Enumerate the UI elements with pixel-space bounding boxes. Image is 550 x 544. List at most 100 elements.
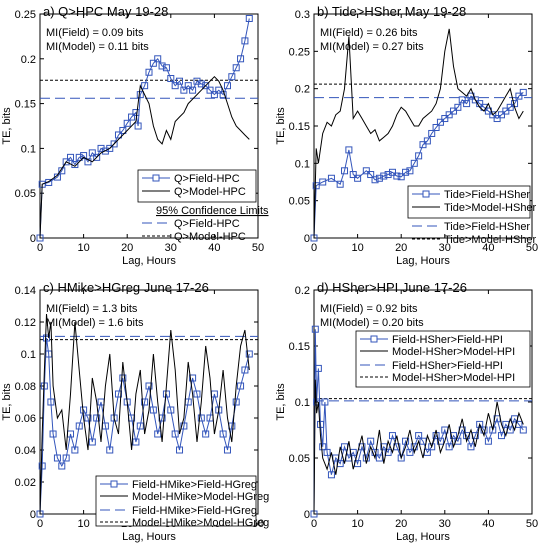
field-data-point <box>134 122 142 130</box>
y-tick-label: 0 <box>30 509 36 521</box>
legend-swatch-marker <box>422 190 430 198</box>
model-series-line <box>39 313 250 515</box>
legend-swatch-marker <box>152 174 160 182</box>
legend-label: Model-HMike>Model-HGreg <box>132 491 269 503</box>
field-data-point <box>445 443 453 451</box>
field-data-point <box>497 432 505 440</box>
legend-label: Q>Field-HPC <box>174 173 240 185</box>
x-tick-label: 40 <box>208 242 220 254</box>
field-data-point <box>319 178 327 186</box>
legend-label: Field-HMike>Field-HGreg <box>132 479 257 491</box>
y-tick-label: 0.2 <box>295 84 310 96</box>
field-data-point <box>336 180 344 188</box>
y-tick-label: 0.08 <box>15 381 36 393</box>
field-data-point <box>71 446 79 454</box>
field-data-point <box>93 153 101 161</box>
legend-label: Model-HSher>Model-HPI <box>392 346 515 358</box>
field-data-point <box>171 430 179 438</box>
model-series-line <box>313 28 524 239</box>
legend-label: Tide>Model-HSher <box>444 202 537 214</box>
field-data-point <box>53 454 61 462</box>
legend-label: Tide>Model-HSher <box>444 234 537 246</box>
field-data-point <box>406 448 414 456</box>
legend-swatch-marker <box>370 335 378 343</box>
field-data-point <box>384 171 392 179</box>
y-tick-label: 0 <box>304 233 310 245</box>
field-data-point <box>123 119 131 127</box>
chart-panel-1: 0 10 20 30 40 50 0 0.05 0.1 0.15 0.2 0.25 Lag, Hours… <box>1 4 269 267</box>
field-data-point <box>47 398 55 406</box>
field-data-point <box>136 91 144 99</box>
field-data-point <box>84 414 92 422</box>
field-data-point <box>132 438 140 446</box>
field-data-point <box>502 107 510 115</box>
field-data-point <box>88 149 96 157</box>
x-tick-label: 10 <box>351 242 363 254</box>
y-tick-label: 0.06 <box>15 413 36 425</box>
field-data-point <box>397 454 405 462</box>
field-data-point <box>197 80 205 88</box>
model-series-line <box>313 379 524 515</box>
field-data-point <box>428 443 436 451</box>
field-data-point <box>232 398 240 406</box>
field-data-point <box>375 174 383 182</box>
y-tick-label: 0.15 <box>289 121 310 133</box>
x-tick-label: 50 <box>252 242 264 254</box>
mi-annotation: MI(Field) = 0.26 bits <box>320 27 418 39</box>
mi-annotation: MI(Field) = 0.09 bits <box>46 27 144 39</box>
field-data-point <box>210 91 218 99</box>
x-tick-label: 0 <box>311 242 317 254</box>
field-data-point <box>167 75 175 83</box>
mi-annotation: MI(Model) = 0.20 bits <box>320 317 424 329</box>
chart-panel-3: 0102030405000.020.040.060.080.10.120.14L… <box>1 280 269 543</box>
y-tick-label: 0.05 <box>289 196 310 208</box>
field-data-point <box>237 55 245 63</box>
legend-swatch-marker <box>110 480 118 488</box>
field-data-point <box>219 430 227 438</box>
field-data-point <box>484 437 492 445</box>
x-tick-label: 30 <box>439 518 451 530</box>
field-data-point <box>345 146 353 154</box>
field-data-point <box>312 182 320 190</box>
field-data-point <box>162 64 170 72</box>
field-data-point <box>327 471 335 479</box>
field-data-point <box>38 462 46 470</box>
field-data-point <box>415 152 423 160</box>
field-data-point <box>223 446 231 454</box>
y-tick-label: 0.2 <box>295 285 310 297</box>
field-data-point <box>515 92 523 100</box>
field-data-point <box>393 172 401 180</box>
y-axis-label: TE, bits <box>275 107 287 145</box>
field-data-point <box>454 103 462 111</box>
legend-label: Q>Field-HPC <box>174 218 240 230</box>
field-data-point <box>493 115 501 123</box>
field-data-point <box>189 374 197 382</box>
field-data-point <box>489 111 497 119</box>
field-data-point <box>436 437 444 445</box>
legend-box <box>355 330 531 388</box>
field-data-point <box>158 62 166 70</box>
x-tick-label: 0 <box>37 242 43 254</box>
legend-label: Field-HSher>Field-HPI <box>392 334 503 346</box>
field-data-point <box>362 167 370 175</box>
x-axis-label: Lag, Hours <box>122 255 176 267</box>
chart-panel-4: 0 10 20 30 40 50 0 0.05 0.1 0.15 0.2 Lag, Hours TE, … <box>275 280 538 543</box>
field-data-point <box>128 113 136 121</box>
field-data-point <box>106 446 114 454</box>
field-data-point <box>132 109 140 117</box>
field-data-point <box>167 406 175 414</box>
field-data-point <box>189 86 197 94</box>
mi-annotation: MI(Field) = 0.92 bits <box>320 303 418 315</box>
mi-annotation: MI(Field) = 1.3 bits <box>46 303 138 315</box>
field-data-point <box>62 158 70 166</box>
field-data-point <box>415 432 423 440</box>
field-data-point <box>388 432 396 440</box>
field-data-point <box>476 420 484 428</box>
field-data-point <box>241 366 249 374</box>
field-data-point <box>384 448 392 456</box>
y-axis-label: TE, bits <box>275 383 287 421</box>
panel-title: c) HMike>HGreg June 17-26 <box>43 280 209 295</box>
field-data-point <box>180 86 188 94</box>
field-data-point <box>441 115 449 123</box>
y-tick-label: 0.1 <box>295 158 310 170</box>
